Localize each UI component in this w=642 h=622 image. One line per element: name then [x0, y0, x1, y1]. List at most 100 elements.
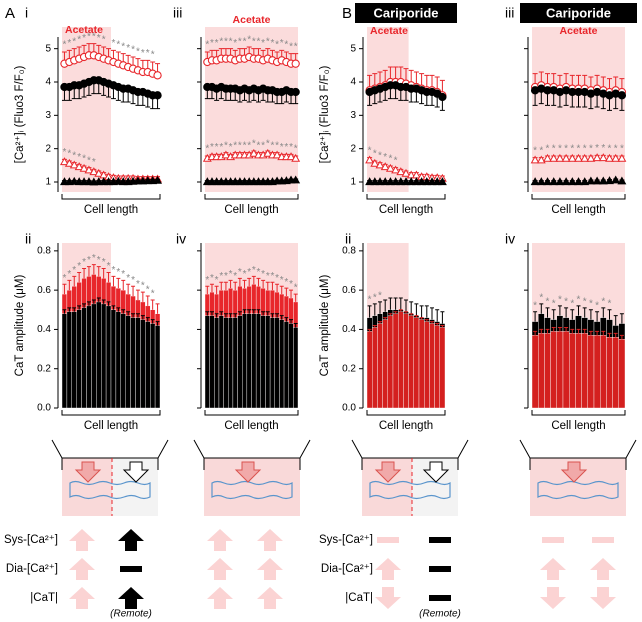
- bar: [531, 335, 539, 409]
- bar: [538, 333, 545, 409]
- bar: [398, 311, 404, 409]
- marker: [438, 92, 447, 102]
- no-change-icon: [377, 537, 399, 543]
- marker: [411, 177, 421, 186]
- bar: [209, 315, 215, 409]
- y-tick-label: 0.6: [342, 285, 356, 296]
- y-tick-label: 1: [350, 177, 356, 188]
- significance-marker: *: [257, 267, 261, 278]
- increase-icon: [590, 558, 616, 580]
- significance-marker: *: [261, 269, 265, 280]
- error-bar: [570, 309, 575, 320]
- significance-marker: *: [102, 257, 106, 268]
- annotation: Acetate: [560, 25, 598, 37]
- marker: [396, 167, 406, 176]
- error-bar: [367, 305, 372, 318]
- error-bar: [101, 268, 106, 279]
- y-tick-label: 5: [350, 43, 356, 54]
- significance-marker: *: [270, 271, 274, 282]
- marker: [586, 176, 596, 185]
- marker: [69, 176, 79, 185]
- bar: [429, 323, 435, 409]
- error-bar: [247, 309, 252, 314]
- bar: [593, 335, 601, 409]
- marker: [432, 177, 442, 186]
- bar: [246, 313, 252, 409]
- significance-marker: *: [116, 267, 120, 278]
- decrease-icon: [590, 587, 616, 609]
- significance-marker: *: [243, 140, 247, 151]
- significance-marker: *: [141, 48, 145, 59]
- bar: [214, 317, 220, 409]
- marker: [417, 177, 427, 186]
- bar: [149, 323, 156, 409]
- x-bracket: [61, 410, 161, 416]
- bar: [606, 337, 613, 409]
- increase-icon: [118, 587, 144, 609]
- error-bar: [270, 281, 275, 291]
- significance-marker: *: [294, 41, 298, 52]
- error-bar: [409, 313, 414, 316]
- significance-marker: *: [595, 300, 599, 311]
- panel-label: B: [342, 5, 352, 22]
- marker: [567, 153, 577, 162]
- error-bar: [205, 311, 210, 316]
- marker: [221, 150, 231, 159]
- y-axis-label: CaT amplitude (μM): [14, 275, 26, 377]
- marker: [561, 153, 571, 162]
- error-bar: [72, 275, 77, 287]
- bar: [434, 325, 441, 409]
- significance-marker: *: [533, 300, 537, 311]
- marker: [574, 177, 583, 186]
- significance-marker: *: [82, 154, 86, 165]
- row-label: Dia-[Ca²⁺]: [321, 563, 373, 575]
- significance-marker: *: [102, 35, 106, 46]
- marker: [385, 163, 395, 172]
- significance-marker: *: [289, 41, 293, 52]
- error-bar: [155, 321, 160, 326]
- significance-marker: *: [243, 36, 247, 47]
- significance-marker: *: [383, 152, 387, 163]
- bar: [569, 333, 576, 409]
- increase-icon: [257, 529, 283, 551]
- error-bar: [289, 319, 294, 324]
- arrow: [122, 461, 150, 483]
- significance-marker: *: [205, 40, 209, 51]
- y-tick-label: 0.8: [342, 245, 356, 256]
- marker: [598, 176, 608, 185]
- y-tick-label: 0.2: [342, 363, 356, 374]
- significance-marker: *: [224, 36, 228, 47]
- y-tick-label: 0.6: [37, 285, 51, 296]
- increase-icon: [69, 587, 95, 609]
- error-bar: [564, 307, 569, 318]
- error-bar: [131, 285, 136, 297]
- bar: [204, 315, 210, 409]
- bar: [403, 313, 409, 409]
- subpanel-label: i: [25, 5, 28, 21]
- significance-marker: *: [539, 293, 543, 304]
- error-bar: [233, 281, 238, 291]
- error-bar: [145, 295, 150, 306]
- error-bar: [595, 330, 600, 336]
- significance-marker: *: [131, 275, 135, 286]
- increase-icon: [69, 529, 95, 551]
- no-change-icon: [120, 566, 142, 572]
- marker: [555, 177, 565, 186]
- marker: [74, 162, 84, 171]
- error-bar: [82, 303, 87, 308]
- marker: [574, 153, 583, 162]
- subpanel-label: ii: [25, 231, 31, 247]
- marker: [427, 177, 437, 186]
- bar: [86, 305, 92, 409]
- error-bar: [576, 328, 581, 334]
- significance-marker: *: [577, 144, 581, 155]
- error-bar: [588, 309, 593, 320]
- bar: [135, 317, 141, 409]
- error-bar: [247, 277, 252, 287]
- error-bar: [424, 319, 429, 322]
- significance-marker: *: [614, 144, 618, 155]
- y-tick-label: 0.0: [37, 403, 51, 414]
- bar: [61, 313, 68, 409]
- bar: [288, 323, 294, 409]
